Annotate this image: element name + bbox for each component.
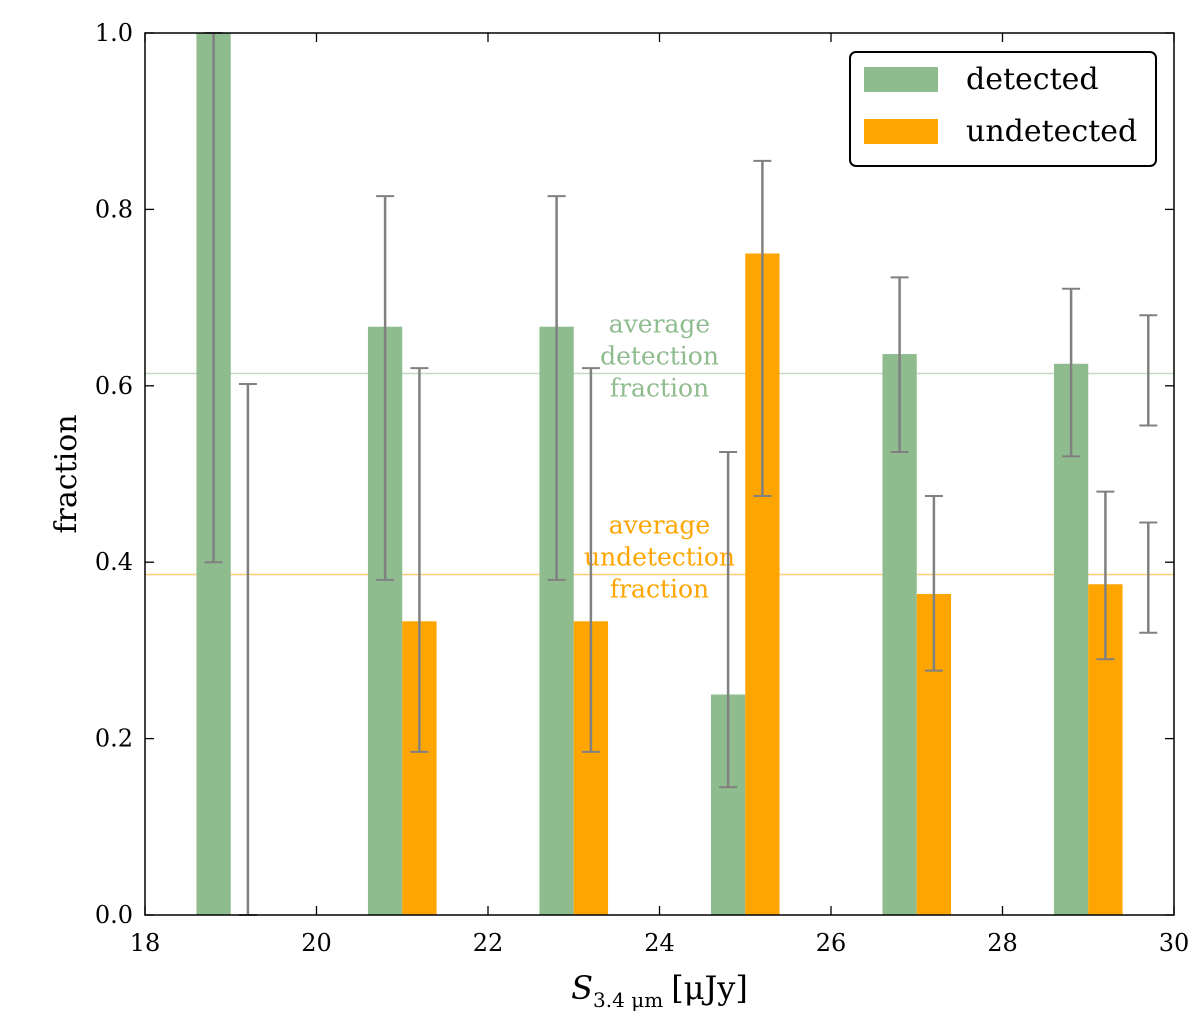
plot-area bbox=[145, 33, 1174, 915]
y-tick-label-5: 1.0 bbox=[95, 19, 133, 47]
error-bar-undetected-1 bbox=[410, 367, 429, 753]
x-tick-label-2: 22 bbox=[473, 929, 504, 957]
legend-swatch-undetected bbox=[864, 119, 938, 144]
plot-background bbox=[145, 33, 1174, 915]
average-label-detected-line-0: average bbox=[609, 309, 710, 338]
legend-label-undetected: undetected bbox=[966, 114, 1137, 149]
error-bar-detected-1 bbox=[376, 195, 395, 581]
y-tick-label-0: 0.0 bbox=[95, 901, 133, 929]
x-tick-label-6: 30 bbox=[1159, 929, 1190, 957]
axes: 18 20 22 24 26 28 30 0.0 0.2 0.4 0.6 0.8 1.0 fraction… bbox=[49, 19, 1189, 1012]
error-bar-detected-3 bbox=[719, 450, 738, 789]
average-label-undetected-line-2: fraction bbox=[610, 575, 709, 604]
error-bar-undetected-3 bbox=[753, 159, 772, 498]
error-bar-detected-2 bbox=[547, 195, 566, 581]
error-bar-undetected-2 bbox=[581, 367, 600, 753]
x-axis-label-symbol: S bbox=[571, 969, 593, 1007]
error-bar-detected-5 bbox=[1062, 287, 1081, 458]
error-bar-undetected-4 bbox=[924, 495, 943, 672]
average-lines: average detection fraction average undetecti… bbox=[145, 309, 1174, 604]
x-axis-label-subscript: 3.4 μm bbox=[593, 988, 663, 1012]
average-label-detected-line-2: fraction bbox=[610, 373, 709, 402]
error-bar-undetected-5 bbox=[1096, 490, 1115, 661]
y-tick-label-2: 0.4 bbox=[95, 548, 133, 576]
average-label-detected-line-1: detection bbox=[600, 341, 719, 370]
error-bar-average-detected bbox=[1139, 314, 1158, 427]
legend: detected undetected bbox=[849, 51, 1157, 167]
y-tick-label-3: 0.6 bbox=[95, 372, 133, 400]
x-axis-label: S3.4 μm [μJy] bbox=[571, 969, 748, 1012]
average-label-undetected-line-0: average bbox=[609, 511, 710, 540]
error-bars bbox=[204, 32, 1158, 916]
y-axis-label: fraction bbox=[49, 414, 84, 533]
x-tick-label-5: 28 bbox=[987, 929, 1018, 957]
x-tick-label-0: 18 bbox=[130, 929, 161, 957]
x-tick-label-1: 20 bbox=[301, 929, 332, 957]
error-bar-detected-4 bbox=[890, 276, 909, 453]
y-tick-label-4: 0.8 bbox=[95, 195, 133, 223]
y-tick-label-1: 0.2 bbox=[95, 725, 133, 753]
x-tick-label-3: 24 bbox=[644, 929, 675, 957]
x-axis-label-unit: [μJy] bbox=[671, 969, 748, 1007]
legend-label-detected: detected bbox=[966, 62, 1099, 97]
error-bar-average-undetected bbox=[1139, 521, 1158, 634]
x-tick-label-4: 26 bbox=[816, 929, 847, 957]
average-label-undetected-line-1: undetection bbox=[584, 543, 735, 572]
legend-swatch-detected bbox=[864, 67, 938, 92]
